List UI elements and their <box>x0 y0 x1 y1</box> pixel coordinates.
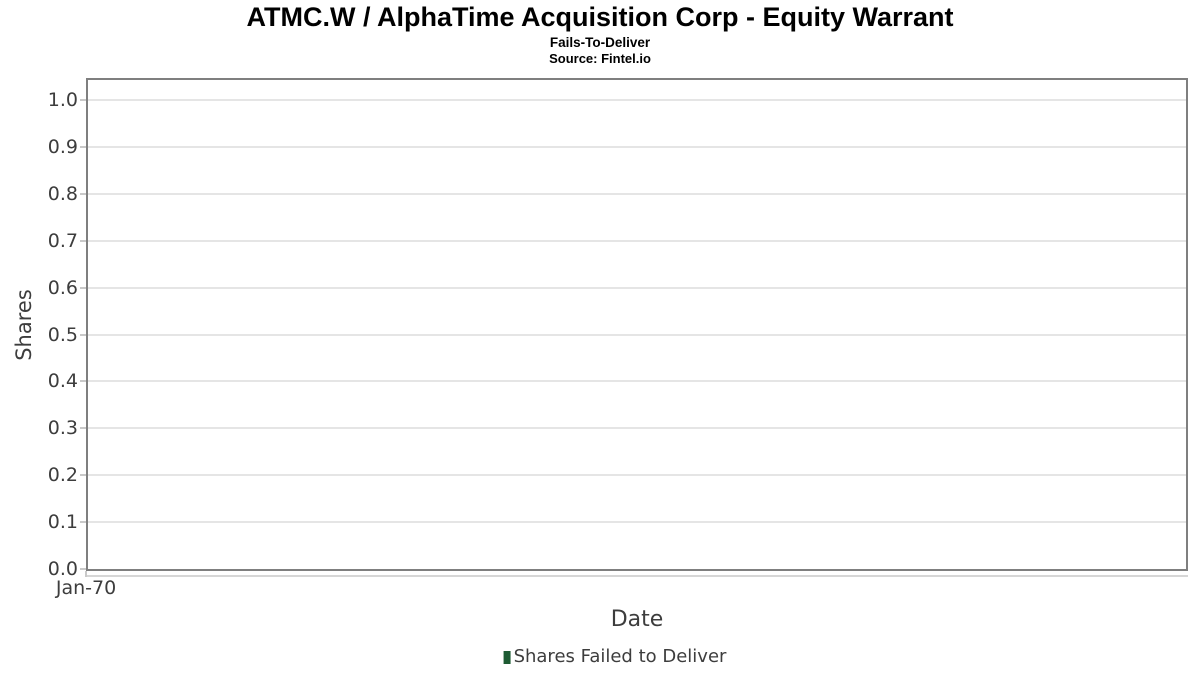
y-tick-mark <box>80 286 86 289</box>
x-axis-title: Date <box>610 607 664 632</box>
plot-area <box>86 78 1188 571</box>
y-tick-mark <box>80 145 86 148</box>
chart-subtitle: Fails-To-Deliver <box>549 35 651 50</box>
y-tick-mark <box>80 427 86 430</box>
y-tick-mark <box>80 568 86 570</box>
y-tick-mark <box>80 474 86 477</box>
y-tick-mark <box>80 192 86 195</box>
y-gridline <box>88 474 1186 477</box>
y-gridline <box>88 380 1186 383</box>
y-gridline <box>88 239 1186 242</box>
x-tick-mark <box>85 571 87 577</box>
legend-marker-icon <box>503 651 511 664</box>
y-gridline <box>88 286 1186 289</box>
y-gridline <box>88 145 1186 148</box>
y-tick-label: 0.0 <box>47 558 78 580</box>
x-axis-line <box>86 575 1188 577</box>
y-tick-mark <box>80 99 86 101</box>
y-gridline <box>88 99 1186 101</box>
legend-label: Shares Failed to Deliver <box>513 646 727 667</box>
y-tick-label: 0.6 <box>47 276 78 299</box>
x-tick-label: Jan-70 <box>55 577 117 599</box>
y-tick-label: 0.2 <box>47 464 78 487</box>
y-tick-label: 0.3 <box>47 417 78 440</box>
y-tick-label: 0.7 <box>47 229 78 252</box>
y-tick-label: 1.0 <box>47 89 78 111</box>
y-tick-label: 0.8 <box>47 182 78 205</box>
y-tick-label: 0.4 <box>47 370 78 393</box>
y-tick-label: 0.9 <box>47 135 78 158</box>
y-gridline <box>88 521 1186 524</box>
y-axis-title: Shares <box>12 289 36 361</box>
y-gridline <box>88 333 1186 336</box>
y-tick-mark <box>80 380 86 383</box>
legend: Shares Failed to Deliver <box>503 646 727 667</box>
chart-title: ATMC.W / AlphaTime Acquisition Corp - Eq… <box>246 2 954 32</box>
chart-source-note: Source: Fintel.io <box>549 51 651 66</box>
y-tick-mark <box>80 239 86 242</box>
y-tick-mark <box>80 521 86 524</box>
y-tick-label: 0.5 <box>47 323 78 346</box>
y-tick-mark <box>80 333 86 336</box>
y-gridline <box>88 427 1186 430</box>
y-gridline <box>88 192 1186 195</box>
y-tick-label: 0.1 <box>47 511 78 534</box>
